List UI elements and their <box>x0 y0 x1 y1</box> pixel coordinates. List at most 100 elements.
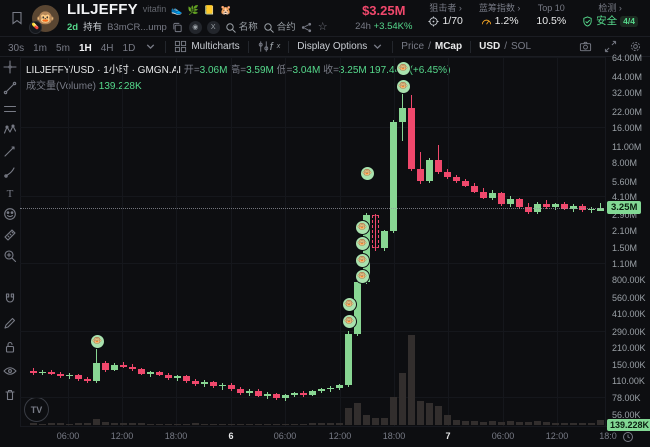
tool-xabcd-pattern-icon[interactable] <box>3 123 17 137</box>
volume-bar <box>147 423 154 425</box>
favorite-star-icon[interactable]: ☆ <box>317 20 328 33</box>
share-icon[interactable] <box>301 22 313 34</box>
price-mcap-toggle[interactable]: Price / MCap <box>401 41 463 52</box>
display-options-button[interactable]: Display Options <box>297 40 384 53</box>
price-axis[interactable]: 3.25M 139.228K 64.00M 44.00M 32.00M 22.00M 1… <box>605 53 650 431</box>
social-link-icon-4[interactable]: 🐹 <box>219 5 232 15</box>
contract-address: B3mCR...ump <box>107 21 167 33</box>
gauge-icon <box>481 19 491 25</box>
volume-bar <box>246 423 253 425</box>
chart-settings-gear-icon[interactable] <box>629 40 642 53</box>
grid-line-vertical <box>231 57 232 427</box>
timeframe-1D[interactable]: 1D <box>122 42 136 54</box>
trade-marker-avatar[interactable]: 🐵 <box>354 219 370 235</box>
watchlist-flag-icon[interactable] <box>10 11 24 25</box>
timeframe-4H[interactable]: 4H <box>100 42 114 54</box>
timeframe-30s[interactable]: 30s <box>8 42 25 54</box>
usd-sol-toggle[interactable]: USD / SOL <box>479 41 532 52</box>
candle-body <box>65 374 73 377</box>
token-age: 2d <box>67 21 79 33</box>
volume-bar <box>435 405 442 425</box>
tool-crosshair-icon[interactable] <box>3 60 17 74</box>
tool-brush-icon[interactable] <box>3 165 17 179</box>
tool-zoom-in-icon[interactable] <box>3 249 17 263</box>
clock-icon[interactable] <box>622 431 634 443</box>
tool-forecast-icon[interactable] <box>3 144 17 158</box>
timeframe-1m[interactable]: 1m <box>33 42 48 54</box>
target-icon <box>428 16 439 27</box>
candle-body <box>281 395 289 399</box>
tradingview-logo[interactable]: TV <box>24 397 49 422</box>
fullscreen-icon[interactable] <box>604 40 617 53</box>
tool-emoji-icon[interactable] <box>3 207 17 221</box>
social-link-icon-2[interactable]: 🌿 <box>187 5 199 15</box>
tool-eye-icon[interactable] <box>3 364 17 378</box>
time-axis-label: 12:00 <box>110 431 134 441</box>
timeframe-5m[interactable]: 5m <box>56 42 70 54</box>
candle-wick <box>221 383 223 390</box>
multicharts-button[interactable]: Multicharts <box>174 40 240 53</box>
trade-marker-avatar[interactable]: 🐵 <box>359 165 375 181</box>
volume-bar <box>372 418 379 425</box>
trade-marker-avatar[interactable]: 🐵 <box>395 78 411 94</box>
tool-trash-icon[interactable] <box>3 388 17 402</box>
tool-ruler-icon[interactable] <box>3 228 17 242</box>
tool-parallel-channel-icon[interactable] <box>3 102 17 116</box>
volume-bar <box>48 423 55 425</box>
tool-trend-line-icon[interactable] <box>3 81 17 95</box>
trade-marker-avatar[interactable]: 🐵 <box>354 252 370 268</box>
tool-magnet-icon[interactable] <box>3 292 17 306</box>
candle-body <box>173 376 181 378</box>
tool-text-icon[interactable]: T <box>3 186 17 200</box>
time-axis[interactable]: 06:00 12:00 18:00 6 06:00 12:00 18:00 7 06:00 12:… <box>20 426 617 447</box>
trade-marker-avatar[interactable]: 🐵 <box>354 268 370 284</box>
trade-marker-avatar[interactable]: 🐵 <box>341 313 357 329</box>
candle-body <box>407 108 415 170</box>
token-avatar[interactable]: 🐵 💊 <box>29 4 59 34</box>
trade-marker-avatar[interactable]: 🐵 <box>354 235 370 251</box>
price-axis-label: 44.00M <box>612 71 643 82</box>
trade-marker-avatar[interactable]: 🐵 <box>89 333 105 349</box>
trade-marker-avatar[interactable]: 🐵 <box>395 60 411 76</box>
compare-icon[interactable] <box>257 40 270 53</box>
candle-body <box>236 389 244 393</box>
candle-body <box>308 391 316 395</box>
website-link-icon[interactable]: ◉ <box>188 21 202 35</box>
snipers-label[interactable]: 狙击者 › <box>429 3 462 14</box>
price-axis-label: 2.90M <box>612 209 638 220</box>
search-by-name-button[interactable]: 名称 <box>225 22 258 34</box>
bluechip-label[interactable]: 蓝筹指数 › <box>478 3 521 14</box>
timeframe-list: 30s 1m 5m 1H 4H 1D <box>8 38 144 56</box>
volume-bar <box>489 420 496 425</box>
volume-bar <box>66 423 73 425</box>
grid-line-horizontal <box>20 57 606 58</box>
time-axis-label: 06:00 <box>491 431 515 441</box>
candle-body <box>137 369 145 374</box>
time-axis-label: 18:00 <box>382 431 406 441</box>
tool-lock-icon[interactable] <box>3 340 17 354</box>
search-by-contract-button[interactable]: 合约 <box>263 22 296 34</box>
timeframe-dropdown-chevron[interactable] <box>144 40 157 53</box>
time-axis-label: 06:00 <box>273 431 297 441</box>
social-link-icon-3[interactable]: 📒 <box>203 5 215 15</box>
volume-bar <box>39 423 46 425</box>
chart-plot-area[interactable]: LILJEFFY/USD · 1小时 · GMGN.AI 开=3.06M 高=3… <box>20 57 606 427</box>
audit-label[interactable]: 检测 › <box>598 3 622 14</box>
token-symbol: LILJEFFY <box>67 0 138 18</box>
trade-marker-avatar[interactable]: 🐵 <box>341 296 357 312</box>
social-link-icon-1[interactable]: 👟 <box>171 5 183 15</box>
bluechip-value: 1.2% <box>494 14 519 27</box>
copy-address-icon[interactable] <box>172 22 184 34</box>
screenshot-camera-icon[interactable] <box>579 40 592 53</box>
tool-pencil-icon[interactable] <box>3 316 17 330</box>
candle-body <box>425 159 433 181</box>
grid-line-vertical <box>557 57 558 427</box>
current-volume-badge: 139.228K <box>607 419 650 431</box>
time-axis-label: 18:0 <box>599 431 617 441</box>
price-axis-label: 8.00M <box>612 158 638 169</box>
candle-body <box>416 169 424 181</box>
x-link-icon[interactable]: X <box>206 21 220 35</box>
volume-bar <box>309 423 316 425</box>
timeframe-1H[interactable]: 1H <box>78 42 92 54</box>
